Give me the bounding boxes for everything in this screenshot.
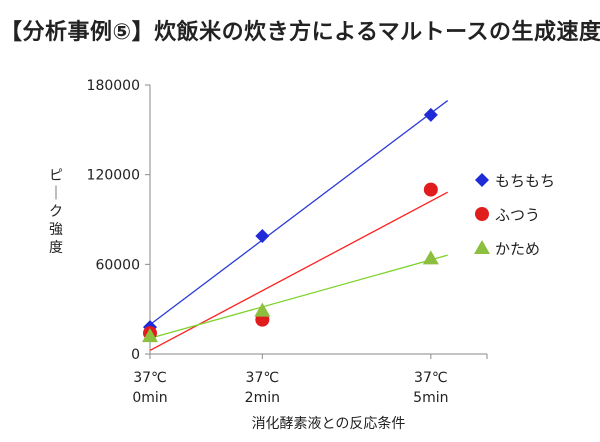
data-point (142, 328, 158, 343)
legend-label: もちもち (495, 172, 555, 190)
x-tick-label: 37℃ (133, 370, 167, 386)
legend-label: かため (495, 240, 540, 258)
data-point (423, 182, 438, 197)
x-tick-label: 2min (245, 390, 280, 406)
trendline (149, 100, 449, 326)
data-point (254, 302, 271, 317)
chart-title: 【分析事例⑤】炊飯米の炊き方によるマルトースの生成速度 (0, 20, 600, 45)
data-point (255, 228, 270, 243)
data-point (422, 250, 439, 265)
data-point (423, 107, 438, 122)
legend-marker (475, 207, 489, 221)
y-tick-label: 180000 (87, 78, 140, 94)
x-tick-label: 37℃ (414, 370, 448, 386)
trendlines (149, 100, 449, 351)
x-tick-label: 0min (132, 390, 167, 406)
x-tick-label: 5min (413, 390, 448, 406)
legend-label: ふつう (495, 206, 540, 224)
x-tick-label: 37℃ (246, 370, 280, 386)
y-tick-label: 120000 (87, 168, 140, 184)
trendline (149, 254, 448, 339)
y-axis-label: ピ｜ク強度 (49, 168, 63, 256)
chart-axes: 0 60000 120000 180000 37℃ 0min 37℃ 2min 37℃ 5min 消… (49, 78, 488, 432)
data-points (142, 107, 439, 343)
y-tick-label: 0 (131, 347, 140, 363)
legend-marker (475, 173, 489, 187)
legend-marker (474, 240, 490, 254)
trendline (149, 191, 448, 351)
x-axis-label: 消化酵素液との反応条件 (252, 415, 406, 432)
y-tick-label: 60000 (95, 257, 140, 273)
